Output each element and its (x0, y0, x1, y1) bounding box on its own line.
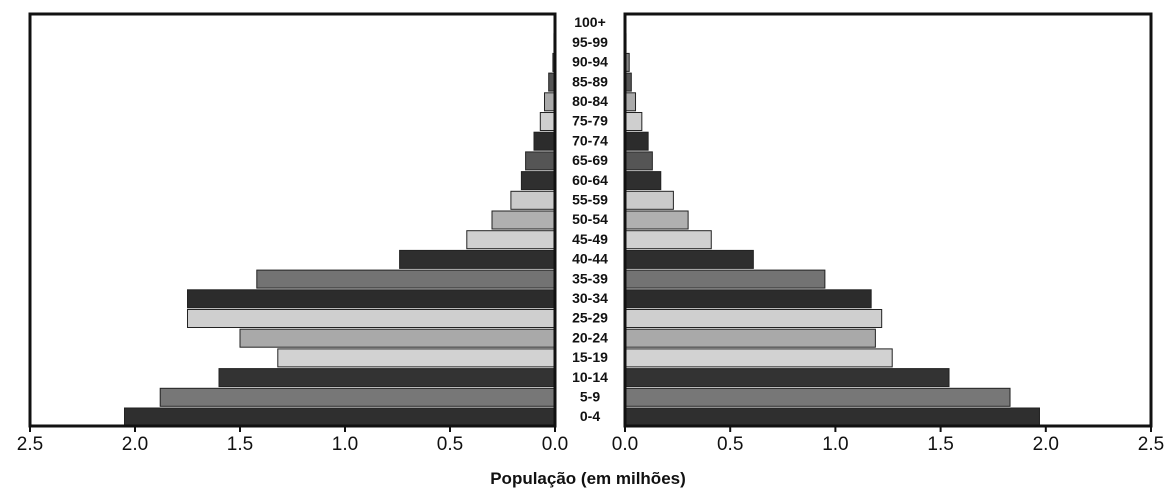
age-label-50-54: 50-54 (572, 211, 608, 227)
bar-right-35-39 (624, 269, 826, 289)
age-label-70-74: 70-74 (572, 132, 608, 148)
bar-right-0-4 (624, 407, 1040, 427)
left-x-ticks: 0.0 0.5 1.0 1.5 2.0 2.5 (17, 426, 568, 455)
right-bars (624, 33, 1040, 427)
bar-right-70-74 (624, 131, 649, 151)
age-label-10-14: 10-14 (572, 369, 608, 385)
left-plot-frame (28, 12, 557, 428)
x-tick-label-right: 1.5 (927, 434, 953, 455)
x-tick-label-left: 2.5 (17, 434, 43, 455)
age-label-20-24: 20-24 (572, 329, 608, 345)
bar-right-5-9 (624, 387, 1011, 407)
age-label-30-34: 30-34 (572, 290, 608, 306)
x-tick-label-left: 2.0 (122, 434, 148, 455)
x-tick-label-left: 1.0 (332, 434, 358, 455)
right-plot-frame (623, 12, 1153, 428)
age-label-80-84: 80-84 (572, 93, 608, 109)
x-axis-label: População (em milhões) (490, 469, 686, 488)
age-labels: 0-4 5-9 10-14 15-19 20-24 25-29 30-34 35-39 40-4… (572, 14, 608, 424)
x-tick-label-right: 2.0 (1033, 434, 1059, 455)
bar-right-65-69 (624, 151, 653, 171)
bar-right-45-49 (624, 230, 712, 250)
bar-left-10-14 (218, 368, 556, 388)
bar-left-80-84 (544, 92, 556, 112)
x-tick-label-left: 0.5 (437, 434, 463, 455)
bar-left-70-74 (533, 131, 556, 151)
bar-right-20-24 (624, 328, 876, 348)
age-label-25-29: 25-29 (572, 310, 608, 326)
age-label-5-9: 5-9 (580, 388, 600, 404)
bar-left-30-34 (187, 289, 556, 309)
x-tick-label-left: 0.0 (542, 434, 568, 455)
x-tick-label-left: 1.5 (227, 434, 253, 455)
age-label-75-79: 75-79 (572, 113, 608, 129)
age-label-45-49: 45-49 (572, 231, 608, 247)
x-tick-label-right: 0.0 (612, 434, 638, 455)
bar-left-15-19 (277, 348, 556, 368)
age-label-95-99: 95-99 (572, 34, 608, 50)
age-label-55-59: 55-59 (572, 191, 608, 207)
age-label-60-64: 60-64 (572, 172, 608, 188)
bar-right-40-44 (624, 249, 754, 269)
left-bars (124, 33, 556, 427)
bar-right-50-54 (624, 210, 689, 230)
age-label-90-94: 90-94 (572, 54, 608, 70)
bar-left-75-79 (539, 112, 556, 131)
bar-left-40-44 (399, 249, 556, 269)
bar-left-20-24 (239, 328, 556, 348)
age-label-65-69: 65-69 (572, 152, 608, 168)
age-label-15-19: 15-19 (572, 349, 608, 365)
bar-left-50-54 (491, 210, 556, 230)
right-x-ticks: 0.0 0.5 1.0 1.5 2.0 2.5 (612, 426, 1164, 455)
age-label-100+: 100+ (574, 14, 606, 30)
age-label-85-89: 85-89 (572, 73, 608, 89)
bar-right-25-29 (624, 309, 883, 328)
x-tick-label-right: 0.5 (717, 434, 743, 455)
bar-right-10-14 (624, 368, 950, 388)
age-label-40-44: 40-44 (572, 251, 608, 267)
bar-left-55-59 (510, 190, 556, 210)
bar-right-15-19 (624, 348, 893, 368)
bar-left-25-29 (187, 309, 556, 328)
bar-right-60-64 (624, 171, 662, 191)
bar-right-80-84 (624, 92, 637, 112)
bar-right-55-59 (624, 190, 674, 210)
bar-left-35-39 (256, 269, 556, 289)
age-label-0-4: 0-4 (580, 408, 600, 424)
x-tick-label-right: 1.0 (822, 434, 848, 455)
x-tick-label-right: 2.5 (1138, 434, 1164, 455)
age-label-35-39: 35-39 (572, 270, 608, 286)
bar-left-0-4 (124, 407, 556, 427)
bar-right-30-34 (624, 289, 872, 309)
bar-right-75-79 (624, 112, 643, 131)
bar-left-65-69 (525, 151, 556, 171)
bar-left-45-49 (466, 230, 556, 250)
bar-left-60-64 (520, 171, 556, 191)
bar-left-5-9 (159, 387, 556, 407)
